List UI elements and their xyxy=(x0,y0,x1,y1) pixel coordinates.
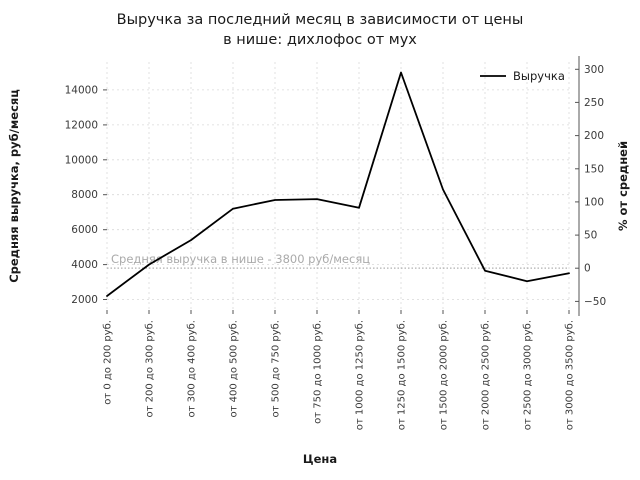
y-tick-label-right: 0 xyxy=(584,263,591,275)
y-tick-label-right: −50 xyxy=(584,296,606,308)
x-tick-label: от 0 до 200 руб. xyxy=(103,320,114,405)
chart-title-line1: Выручка за последний месяц в зависимости… xyxy=(117,12,524,28)
x-tick-label: от 200 до 300 руб. xyxy=(145,320,156,417)
y-tick-label-right: 100 xyxy=(584,196,604,208)
y-tick-label-right: 200 xyxy=(584,130,604,142)
x-tick-label: от 1250 до 1500 руб. xyxy=(397,320,408,430)
y-axis-title-left: Средняя выручка, руб/месяц xyxy=(7,89,21,283)
series-lines xyxy=(106,71,570,297)
x-tick-label: от 500 до 750 руб. xyxy=(271,320,282,417)
chart-legend: Выручка xyxy=(480,69,565,83)
y-axis-ticks-left: 2000 4000 6000 8000 10000 12000 14000 xyxy=(65,84,107,306)
average-reference-line: Средняя выручка в нише - 3800 руб/месяц xyxy=(107,252,569,269)
x-tick-label: от 750 до 1000 руб. xyxy=(313,320,324,424)
x-tick-label: от 2500 до 3000 руб. xyxy=(523,320,534,430)
y-tick-label-left: 8000 xyxy=(71,189,98,201)
y-axis-title-right: % от средней xyxy=(616,141,630,231)
series-line-Выручка xyxy=(106,71,570,297)
x-tick-label: от 1500 до 2000 руб. xyxy=(439,320,450,430)
x-tick-label: от 2000 до 2500 руб. xyxy=(481,320,492,430)
x-tick-label: от 400 до 500 руб. xyxy=(229,320,240,417)
x-tick-label: от 3000 до 3500 руб. xyxy=(565,320,576,430)
y-tick-label-right: 250 xyxy=(584,97,604,109)
x-axis-ticks: от 0 до 200 руб. от 200 до 300 руб. от 300… xyxy=(103,310,576,430)
y-tick-label-left: 4000 xyxy=(71,259,98,271)
x-axis-title: Цена xyxy=(303,452,337,466)
y-tick-label-left: 10000 xyxy=(65,154,98,166)
y-tick-label-left: 6000 xyxy=(71,224,98,236)
y-axis-ticks-right: −50 0 50 100 150 200 250 300 xyxy=(575,56,606,316)
x-tick-label: от 1000 до 1250 руб. xyxy=(355,320,366,430)
x-tick-label: от 300 до 400 руб. xyxy=(187,320,198,417)
y-tick-label-right: 300 xyxy=(584,64,604,76)
y-tick-label-left: 2000 xyxy=(71,294,98,306)
y-tick-label-left: 12000 xyxy=(65,119,98,131)
y-tick-label-left: 14000 xyxy=(65,84,98,96)
y-tick-label-right: 150 xyxy=(584,163,604,175)
average-annotation: Средняя выручка в нише - 3800 руб/месяц xyxy=(111,252,370,266)
legend-label: Выручка xyxy=(513,69,565,83)
gridlines xyxy=(106,62,570,310)
y-tick-label-right: 50 xyxy=(584,230,597,242)
chart-title-line2: в нише: дихлофос от мух xyxy=(223,32,417,48)
